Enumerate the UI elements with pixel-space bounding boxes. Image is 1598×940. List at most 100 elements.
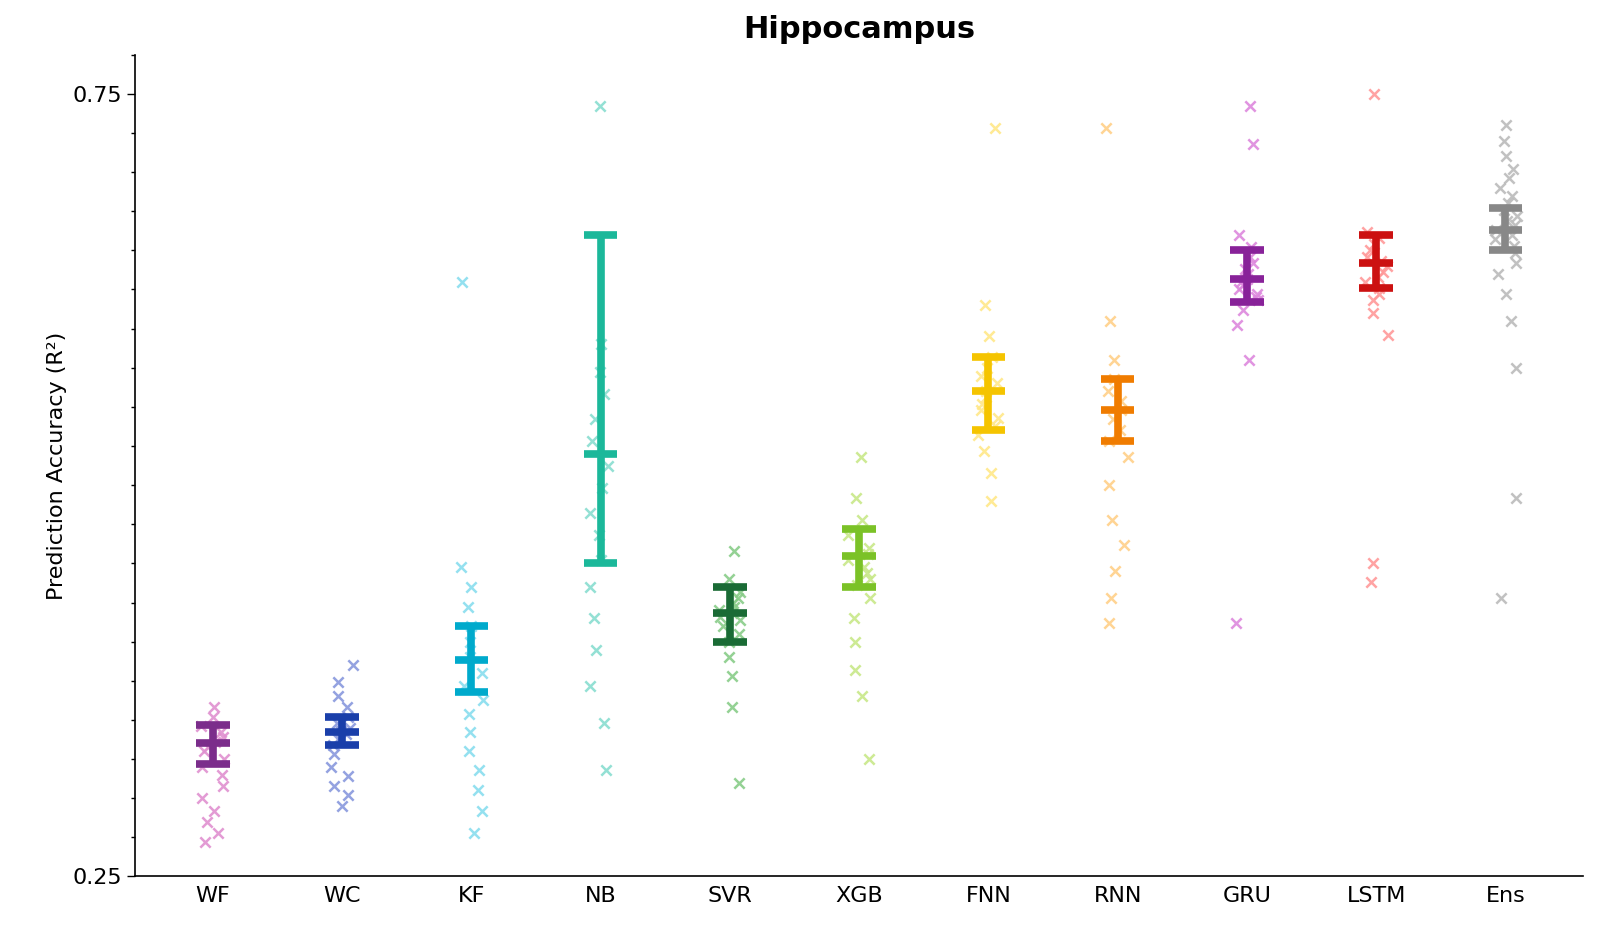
- Point: [321, 747, 347, 762]
- Point: [1366, 230, 1392, 245]
- Point: [318, 760, 344, 775]
- Point: [1099, 412, 1125, 427]
- Point: [968, 368, 994, 384]
- Point: [326, 689, 352, 704]
- Point: [1493, 287, 1518, 302]
- Point: [1240, 256, 1266, 271]
- Point: [1361, 86, 1387, 102]
- Point: [334, 700, 360, 715]
- Point: [192, 744, 217, 759]
- Point: [834, 553, 860, 568]
- Point: [588, 553, 614, 568]
- Point: [189, 791, 214, 806]
- Point: [577, 579, 602, 594]
- Point: [978, 494, 1004, 509]
- Point: [857, 752, 882, 767]
- Point: [983, 418, 1008, 433]
- Point: [324, 715, 350, 730]
- Point: [719, 700, 745, 715]
- Point: [973, 390, 999, 405]
- Point: [1095, 384, 1120, 399]
- Point: [201, 710, 227, 725]
- Point: [1096, 616, 1122, 631]
- Point: [1501, 162, 1526, 177]
- Point: [1483, 232, 1509, 247]
- Point: [1360, 556, 1385, 571]
- Point: [583, 412, 609, 427]
- Point: [203, 734, 229, 749]
- Point: [1098, 313, 1123, 328]
- Point: [1494, 118, 1520, 133]
- Point: [195, 814, 221, 829]
- Point: [1238, 240, 1264, 255]
- Point: [192, 835, 217, 850]
- Point: [1352, 274, 1377, 290]
- Point: [337, 720, 363, 735]
- Point: [1502, 218, 1528, 233]
- Point: [1499, 227, 1524, 243]
- Point: [721, 600, 746, 615]
- Point: [1237, 99, 1262, 114]
- Point: [1107, 423, 1133, 438]
- Point: [1355, 249, 1381, 264]
- Point: [976, 329, 1002, 344]
- Point: [727, 612, 753, 627]
- Point: [1496, 196, 1521, 211]
- Point: [973, 384, 999, 399]
- Point: [1243, 287, 1269, 302]
- Point: [1358, 574, 1384, 589]
- Point: [583, 642, 609, 657]
- Point: [591, 387, 617, 402]
- Point: [447, 559, 473, 574]
- Point: [968, 402, 994, 417]
- Point: [1101, 352, 1127, 368]
- Point: [578, 433, 604, 448]
- Point: [855, 546, 880, 561]
- Point: [1488, 590, 1513, 605]
- Point: [1502, 246, 1528, 261]
- Point: [336, 769, 361, 784]
- Point: [1096, 478, 1122, 493]
- Point: [209, 778, 235, 793]
- Point: [211, 729, 237, 744]
- Point: [972, 298, 997, 313]
- Point: [462, 825, 487, 840]
- Point: [588, 365, 614, 380]
- Point: [586, 99, 612, 114]
- Point: [1098, 590, 1123, 605]
- Point: [324, 731, 350, 746]
- Point: [1504, 209, 1529, 224]
- Point: [1374, 327, 1400, 342]
- Point: [834, 527, 860, 542]
- Point: [1366, 287, 1392, 302]
- Point: [844, 490, 869, 505]
- Point: [591, 715, 617, 730]
- Point: [457, 744, 483, 759]
- Point: [1229, 274, 1254, 290]
- Point: [719, 668, 745, 683]
- Y-axis label: Prediction Accuracy (R²): Prediction Accuracy (R²): [46, 332, 67, 600]
- Point: [1112, 537, 1138, 552]
- Point: [467, 762, 492, 777]
- Point: [1504, 490, 1529, 505]
- Point: [189, 760, 214, 775]
- Point: [727, 584, 753, 599]
- Point: [457, 706, 483, 721]
- Point: [470, 666, 495, 681]
- Point: [1361, 237, 1387, 252]
- Point: [336, 788, 361, 803]
- Point: [326, 675, 352, 690]
- Point: [457, 579, 483, 594]
- Point: [1360, 293, 1385, 308]
- Point: [457, 650, 483, 665]
- Point: [850, 512, 876, 527]
- Point: [721, 595, 746, 610]
- Point: [457, 725, 483, 740]
- Point: [725, 626, 751, 641]
- Point: [594, 459, 620, 474]
- Point: [1115, 449, 1141, 464]
- Point: [1243, 290, 1269, 305]
- Point: [1488, 180, 1513, 196]
- Point: [593, 762, 618, 777]
- Point: [1234, 271, 1259, 286]
